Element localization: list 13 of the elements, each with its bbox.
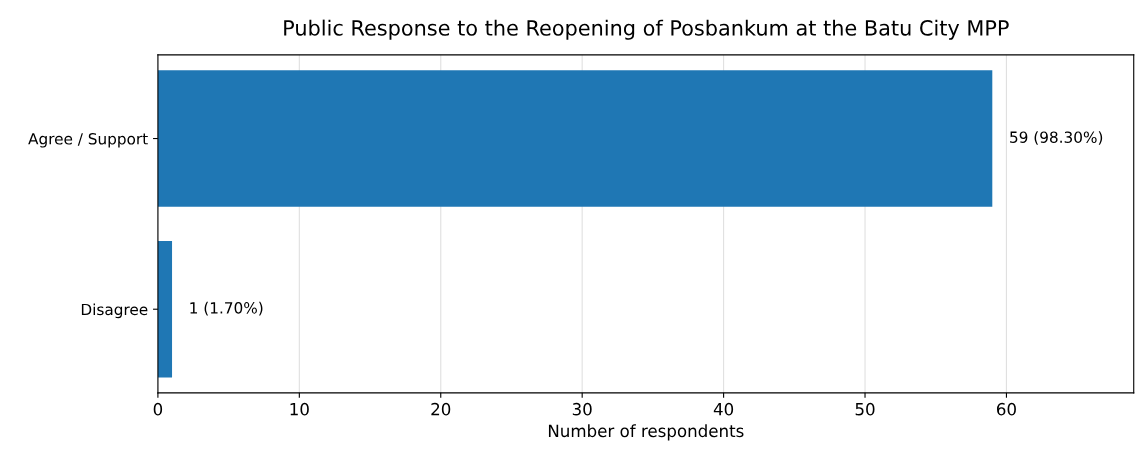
y-tick-label: Disagree [81, 303, 148, 319]
y-tick-label: Agree / Support [28, 133, 148, 148]
x-axis-title: Number of respondents [548, 424, 744, 441]
x-tick-label: 50 [855, 402, 875, 416]
data-label: 1 (1.70%) [190, 301, 263, 316]
x-tick-label: 30 [572, 402, 592, 416]
x-tick-label: 0 [153, 402, 163, 416]
data-label: 59 (98.30%) [1010, 131, 1103, 145]
x-tick-label: 10 [290, 402, 309, 416]
x-tick-label: 20 [431, 402, 451, 416]
chart-title: Public Response to the Reopening of Posbankum at the Batu City MPP [284, 19, 1009, 40]
x-tick-label: 40 [713, 402, 734, 416]
x-tick-label: 60 [997, 402, 1016, 416]
